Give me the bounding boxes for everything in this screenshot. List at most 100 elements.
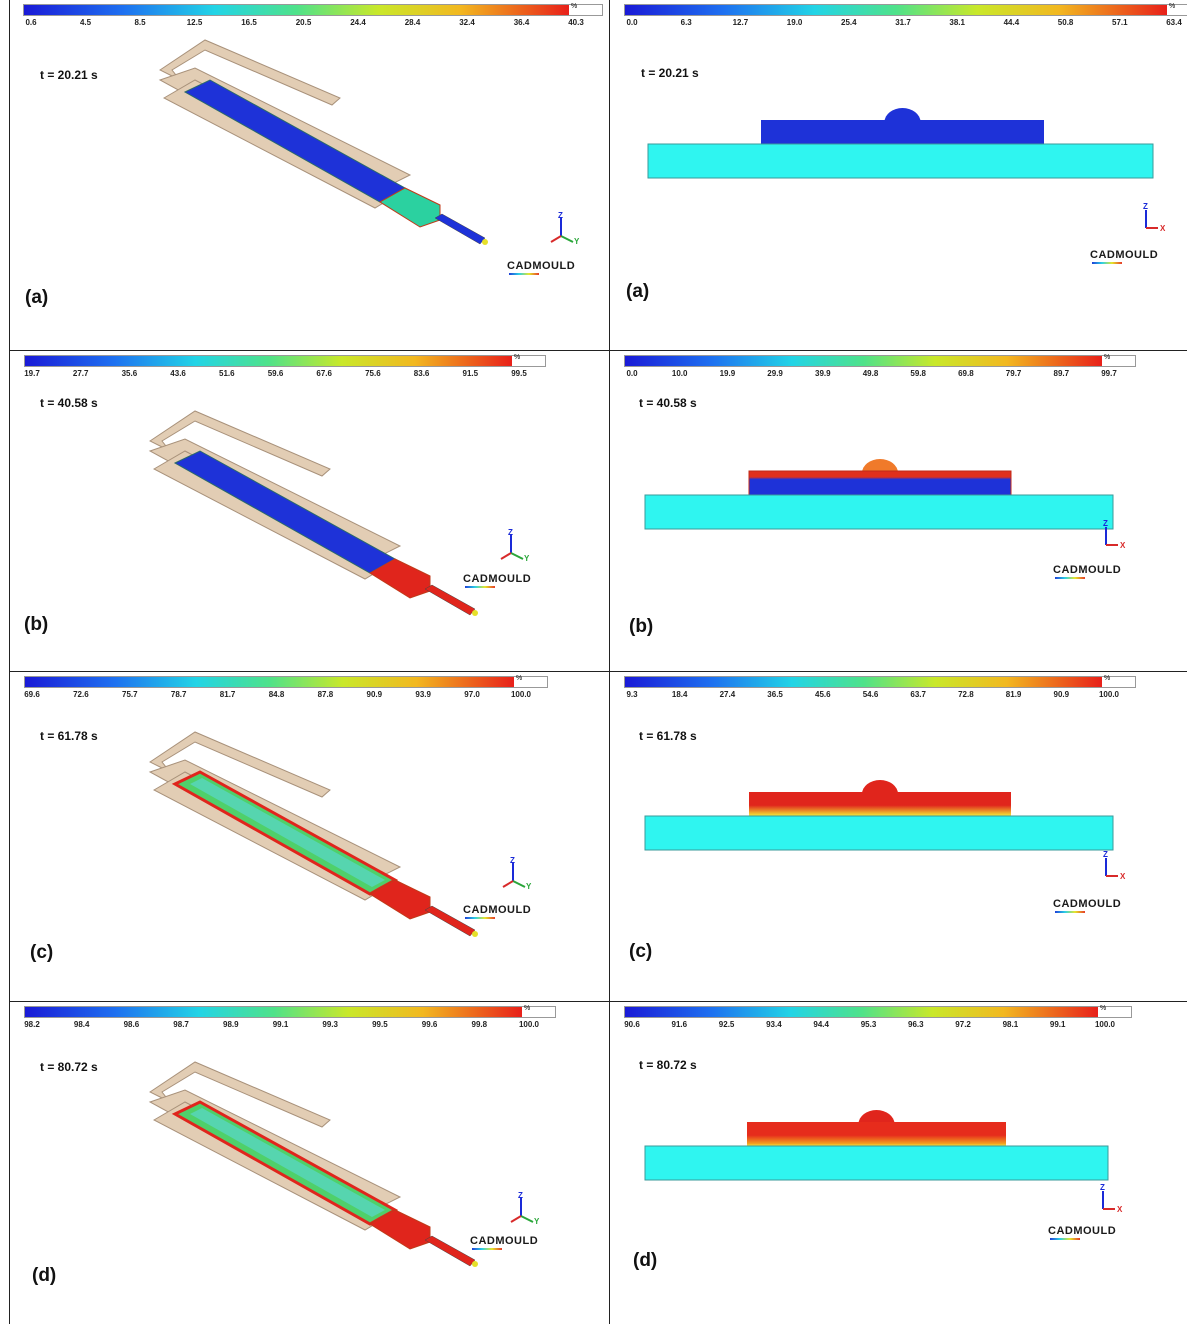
legend-tick-label: 51.6 [219, 369, 235, 378]
grid-divider-row-1 [9, 350, 1187, 351]
legend-tick-label: 99.8 [471, 1020, 488, 1029]
gate-dome [884, 108, 921, 122]
legend-tick-label: 27.7 [72, 369, 89, 378]
cavity-section [747, 1122, 1006, 1146]
cross-section-view [647, 108, 1154, 179]
panel-right-b: % 0.0 10.0 19.9 29.9 39.9 49.8 59.8 69.8 79.7 89.7… [611, 351, 1187, 671]
panel-label: (d) [633, 1250, 658, 1271]
runner-fill [369, 1209, 431, 1250]
legend-tick-label: 83.6 [413, 369, 430, 378]
legend-tick-label: 24.4 [350, 18, 366, 27]
color-gradient [24, 5, 569, 15]
logo-color-bar [465, 917, 495, 919]
cavity-fill [173, 450, 397, 574]
legend-tick-label: 100.0 [1098, 690, 1120, 699]
legend-ticks: 98.2 98.4 98.6 98.7 98.9 99.1 99.3 99.5 99.6 99.8… [24, 1020, 539, 1030]
color-gradient [625, 677, 1102, 687]
time-stamp: t = 61.78 s [40, 729, 98, 743]
panel-label: (b) [629, 616, 654, 637]
panel-label: (a) [626, 281, 650, 302]
legend-unit: % [1169, 3, 1176, 10]
legend-tick-label: 49.8 [862, 369, 879, 378]
legend-tick-label: 90.9 [1053, 690, 1070, 699]
legend-tick-label: 84.8 [268, 690, 285, 699]
legend-unit: % [1104, 675, 1111, 682]
legend-tick-label: 35.6 [121, 369, 138, 378]
logo-color-bar [509, 273, 539, 275]
legend-ticks: 0.6 4.5 8.5 12.5 16.5 20.5 24.4 28.4 32.4 36.4 40.… [23, 18, 583, 28]
legend-tick-label: 99.5 [511, 369, 527, 378]
legend-tick-label: 75.7 [122, 690, 138, 699]
legend-ticks: 90.6 91.6 92.5 93.4 94.4 95.3 96.3 97.2 98.1 99.1… [624, 1020, 1115, 1030]
legend-tick-label: 98.7 [173, 1020, 189, 1029]
axis-x-label: X [1160, 224, 1166, 233]
cadmould-logo: CADMOULD [463, 904, 563, 924]
gate-dome [858, 1110, 895, 1124]
gate-dome [862, 780, 898, 794]
legend-tick-label: 90.6 [624, 1020, 640, 1029]
legend-tick-label: 98.4 [73, 1020, 90, 1029]
legend-tick-label: 12.7 [732, 18, 749, 27]
injection-point [472, 610, 478, 616]
logo-text: CADMOULD [507, 260, 576, 272]
legend-ticks: 69.6 72.6 75.7 78.7 81.7 84.8 87.8 90.9 93.9 97.0… [24, 690, 531, 700]
grid-border-left [9, 0, 10, 1324]
color-scale-bar: % [24, 675, 548, 688]
legend-tick-label: 50.8 [1057, 18, 1074, 27]
injection-point [482, 239, 488, 245]
legend-tick-label: 28.4 [404, 18, 421, 27]
legend-tick-label: 38.1 [949, 18, 965, 27]
time-stamp: t = 40.58 s [40, 396, 98, 410]
axis-z-label: Z [508, 528, 513, 537]
legend-tick-label: 96.3 [908, 1020, 924, 1029]
axis-z-label: Z [510, 856, 515, 865]
axis-z-label: Z [518, 1191, 523, 1200]
logo-color-bar [465, 586, 495, 588]
axis-y-label: Y [526, 882, 532, 891]
time-stamp: t = 80.72 s [40, 1060, 98, 1074]
legend-tick-label: 98.6 [123, 1020, 140, 1029]
axis-x-label: X [1120, 541, 1126, 550]
cadmould-logo: CADMOULD [463, 573, 563, 593]
logo-color-bar [472, 1248, 502, 1250]
legend-unit: % [1100, 1005, 1107, 1012]
legend-tick-label: 97.2 [955, 1020, 971, 1029]
base-plate [644, 494, 1114, 530]
color-scale-bar: % [624, 354, 1136, 367]
axis-x-label: X [1117, 1205, 1123, 1214]
panel-label: (c) [629, 941, 653, 962]
legend-tick-label: 98.2 [24, 1020, 40, 1029]
logo-text: CADMOULD [463, 573, 532, 585]
sprue-fill [434, 213, 486, 245]
legend-unit: % [524, 1005, 531, 1012]
legend-tick-label: 20.5 [295, 18, 312, 27]
runner-fill [369, 879, 431, 920]
logo-text: CADMOULD [1053, 564, 1122, 576]
panel-right-d: % 90.6 91.6 92.5 93.4 94.4 95.3 96.3 97.2 98.1 99.… [611, 1002, 1187, 1324]
color-scale-bar: % [24, 354, 546, 367]
cadmould-logo: CADMOULD [1048, 1225, 1148, 1245]
legend-tick-label: 78.7 [170, 690, 187, 699]
gate-dome [862, 459, 898, 473]
legend-tick-label: 93.9 [415, 690, 431, 699]
logo-text: CADMOULD [470, 1235, 539, 1247]
color-gradient [625, 356, 1102, 366]
legend-tick-label: 40.3 [568, 18, 584, 27]
legend-tick-label: 81.7 [219, 690, 236, 699]
legend-tick-label: 99.5 [372, 1020, 388, 1029]
cadmould-logo: CADMOULD [507, 260, 607, 280]
legend-tick-label: 100.0 [518, 1020, 540, 1029]
runner-fill [379, 187, 441, 228]
cross-section-view [644, 459, 1114, 530]
time-stamp: t = 20.21 s [641, 66, 699, 80]
legend-tick-label: 10.0 [671, 369, 688, 378]
legend-tick-label: 57.1 [1112, 18, 1128, 27]
legend-tick-label: 94.4 [813, 1020, 829, 1029]
color-scale-bar: % [624, 675, 1136, 688]
axis-y-label: Y [524, 554, 530, 563]
